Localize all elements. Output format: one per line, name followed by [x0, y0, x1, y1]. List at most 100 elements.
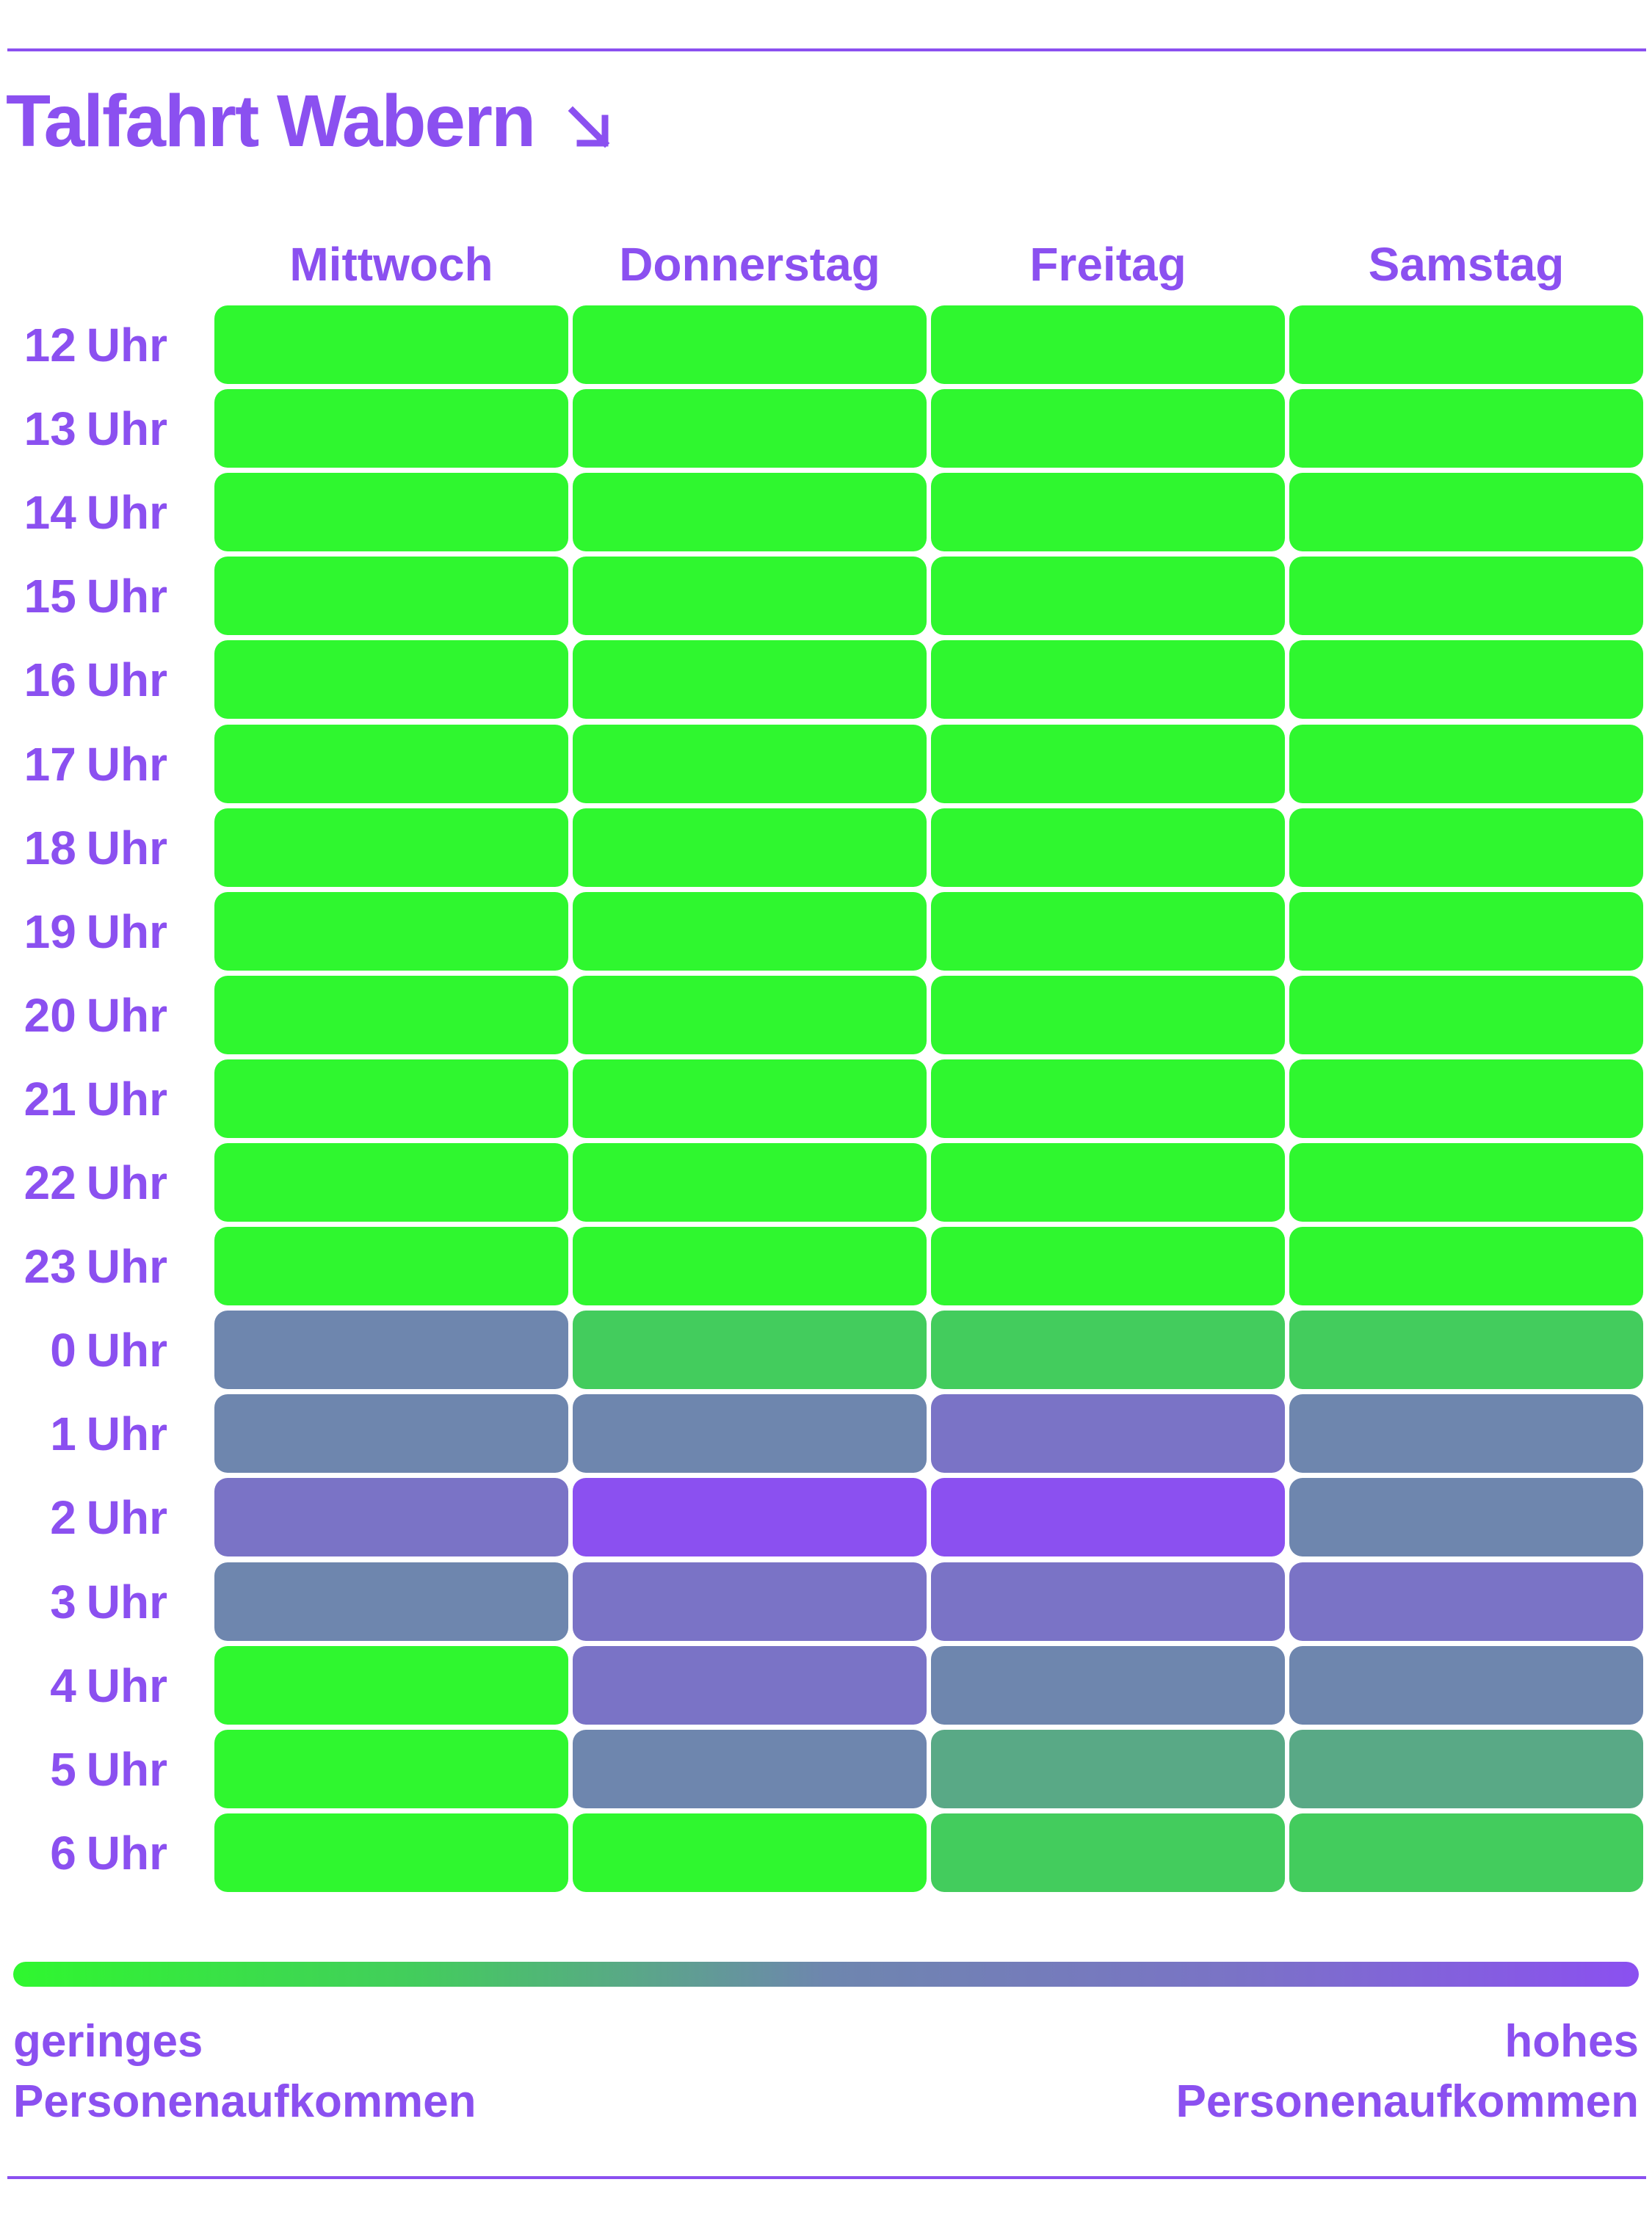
legend-low-line1: geringes [13, 2016, 203, 2067]
heatmap-cell-freitag-2 [931, 1478, 1285, 1557]
heatmap-cell-mittwoch-18 [214, 808, 568, 887]
heatmap-cell-donnerstag-3 [573, 1562, 927, 1641]
heatmap-cell-donnerstag-21 [573, 1059, 927, 1138]
column-header-mittwoch: Mittwoch [289, 238, 493, 291]
row-unit: Uhr [86, 319, 167, 372]
column-header-donnerstag: Donnerstag [619, 238, 880, 291]
heatmap-cell-freitag-15 [931, 557, 1285, 636]
heatmap-cell-mittwoch-5 [214, 1729, 568, 1808]
heatmap-cell-donnerstag-14 [573, 473, 927, 552]
row-label-4: 4 Uhr [0, 1646, 167, 1725]
legend-low-label: geringes Personenaufkommen [13, 2012, 477, 2132]
heatmap-cell-donnerstag-17 [573, 724, 927, 803]
heatmap-cell-mittwoch-13 [214, 389, 568, 468]
heatmap-cell-samstag-1 [1289, 1394, 1643, 1474]
heatmap-cell-mittwoch-6 [214, 1813, 568, 1892]
heatmap-cell-donnerstag-22 [573, 1143, 927, 1222]
row-unit: Uhr [86, 1742, 167, 1796]
heatmap-cell-mittwoch-1 [214, 1394, 568, 1474]
chart-title: Talfahrt Wabern [6, 73, 612, 169]
heatmap-cell-freitag-19 [931, 891, 1285, 971]
row-label-15: 15 Uhr [0, 557, 167, 636]
row-unit: Uhr [86, 1072, 167, 1126]
legend-gradient-bar [13, 1962, 1639, 1987]
row-hour: 15 [23, 570, 76, 623]
row-unit: Uhr [86, 486, 167, 540]
legend-high-line2: Personenaufkommen [1175, 2076, 1639, 2127]
row-unit: Uhr [86, 1659, 167, 1712]
row-hour: 19 [23, 905, 76, 958]
row-hour: 6 [50, 1826, 76, 1880]
row-label-13: 13 Uhr [0, 389, 167, 468]
heatmap-cell-freitag-6 [931, 1813, 1285, 1892]
row-label-1: 1 Uhr [0, 1394, 167, 1474]
heatmap-cell-freitag-21 [931, 1059, 1285, 1138]
legend-high-line1: hohes [1504, 2016, 1639, 2067]
heatmap-cell-donnerstag-4 [573, 1645, 927, 1725]
row-unit: Uhr [86, 988, 167, 1042]
row-unit: Uhr [86, 1240, 167, 1294]
heatmap-cell-freitag-4 [931, 1645, 1285, 1725]
heatmap-cell-samstag-12 [1289, 305, 1643, 384]
heatmap-cell-freitag-0 [931, 1311, 1285, 1390]
heatmap-cell-samstag-16 [1289, 640, 1643, 720]
row-label-18: 18 Uhr [0, 808, 167, 888]
heatmap-cell-donnerstag-12 [573, 305, 927, 384]
top-rule [7, 48, 1646, 51]
row-hour: 17 [23, 737, 76, 791]
heatmap-cell-mittwoch-15 [214, 557, 568, 636]
heatmap-cell-donnerstag-15 [573, 557, 927, 636]
heatmap-cell-freitag-22 [931, 1143, 1285, 1222]
row-label-0: 0 Uhr [0, 1311, 167, 1390]
heatmap-cell-donnerstag-2 [573, 1478, 927, 1557]
heatmap-cell-mittwoch-21 [214, 1059, 568, 1138]
heatmap-cell-samstag-22 [1289, 1143, 1643, 1222]
row-unit: Uhr [86, 821, 167, 874]
heatmap-cell-freitag-20 [931, 975, 1285, 1054]
heatmap-cell-samstag-19 [1289, 891, 1643, 971]
heatmap-cell-samstag-15 [1289, 557, 1643, 636]
heatmap-cell-donnerstag-20 [573, 975, 927, 1054]
row-label-22: 22 Uhr [0, 1143, 167, 1222]
row-label-14: 14 Uhr [0, 473, 167, 552]
heatmap-cell-samstag-14 [1289, 473, 1643, 552]
heatmap-cell-donnerstag-16 [573, 640, 927, 720]
row-hour: 3 [50, 1575, 76, 1628]
row-label-2: 2 Uhr [0, 1478, 167, 1557]
heatmap-cell-mittwoch-23 [214, 1227, 568, 1306]
row-hour: 20 [23, 988, 76, 1042]
row-hour: 21 [23, 1072, 76, 1126]
row-unit: Uhr [86, 1407, 167, 1461]
heatmap-cell-mittwoch-4 [214, 1645, 568, 1725]
row-label-12: 12 Uhr [0, 305, 167, 385]
heatmap-cell-freitag-12 [931, 305, 1285, 384]
row-hour: 14 [23, 486, 76, 540]
heatmap-cell-samstag-13 [1289, 389, 1643, 468]
heatmap-cell-samstag-2 [1289, 1478, 1643, 1557]
row-unit: Uhr [86, 653, 167, 707]
row-hour: 0 [50, 1324, 76, 1377]
row-unit: Uhr [86, 402, 167, 456]
heatmap-cell-mittwoch-0 [214, 1311, 568, 1390]
row-label-3: 3 Uhr [0, 1562, 167, 1642]
bottom-rule [7, 2176, 1646, 2179]
heatmap-cell-samstag-0 [1289, 1311, 1643, 1390]
heatmap-cell-donnerstag-6 [573, 1813, 927, 1892]
heatmap-cell-freitag-18 [931, 808, 1285, 887]
row-hour: 13 [23, 402, 76, 456]
column-header-freitag: Freitag [1029, 238, 1187, 291]
heatmap-cell-donnerstag-18 [573, 808, 927, 887]
heatmap-cell-samstag-3 [1289, 1562, 1643, 1641]
heatmap-cell-donnerstag-0 [573, 1311, 927, 1390]
row-unit: Uhr [86, 1826, 167, 1880]
heatmap-cell-mittwoch-3 [214, 1562, 568, 1641]
row-hour: 23 [23, 1240, 76, 1294]
heatmap-cell-samstag-18 [1289, 808, 1643, 887]
arrow-down-right-icon [568, 106, 610, 148]
row-unit: Uhr [86, 1156, 167, 1209]
heatmap-cell-freitag-1 [931, 1394, 1285, 1474]
chart-title-text: Talfahrt Wabern [6, 80, 536, 162]
row-label-5: 5 Uhr [0, 1730, 167, 1809]
heatmap-cell-donnerstag-5 [573, 1729, 927, 1808]
row-label-6: 6 Uhr [0, 1813, 167, 1893]
